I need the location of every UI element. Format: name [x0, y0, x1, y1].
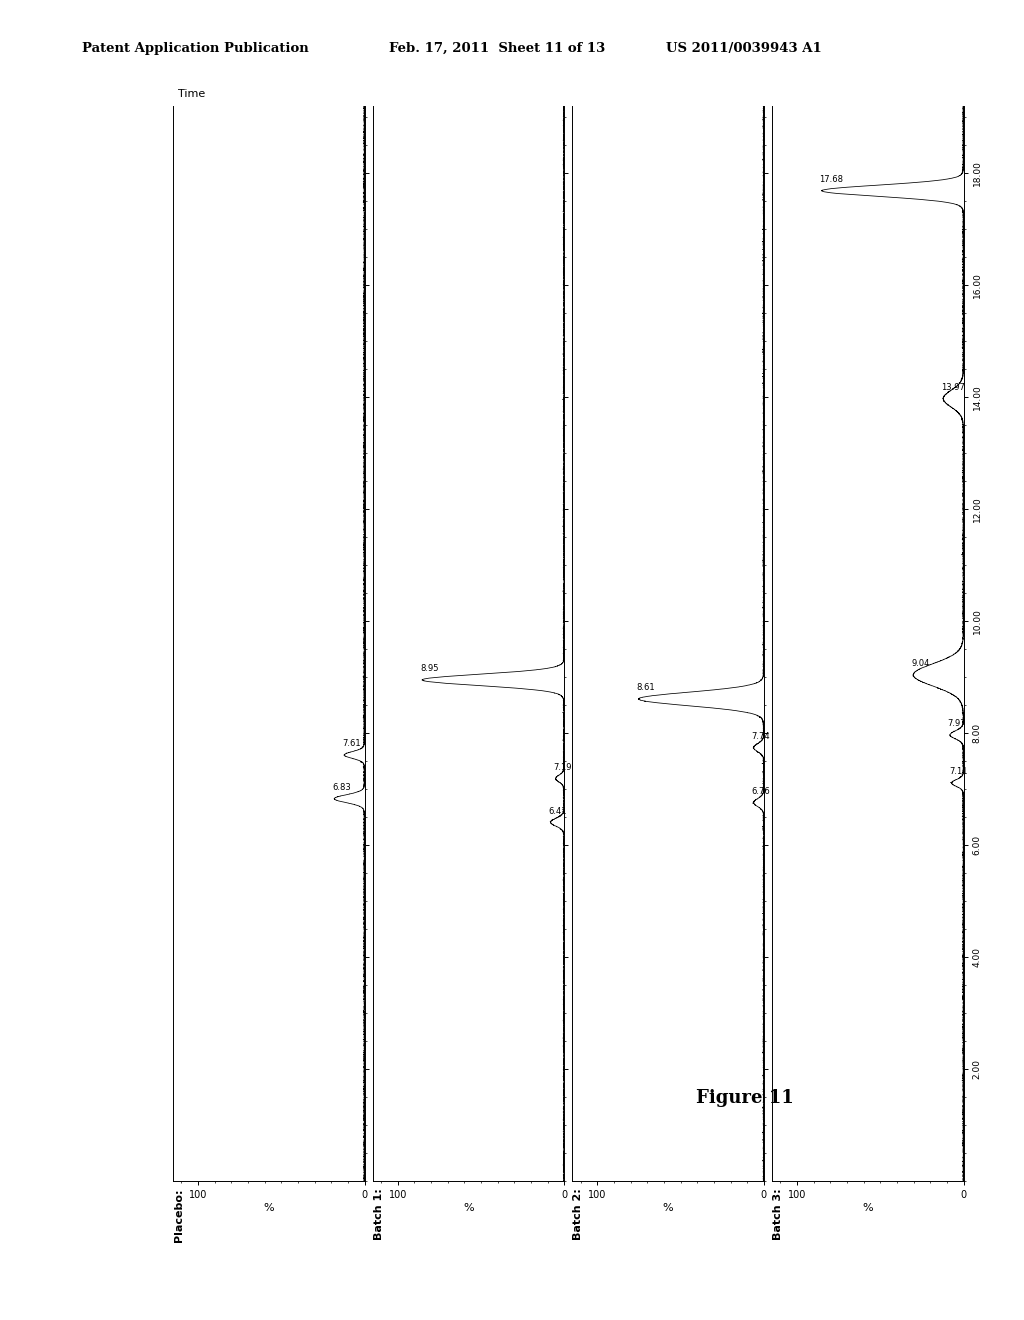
X-axis label: %: %: [263, 1204, 274, 1213]
Text: 7.61: 7.61: [342, 739, 360, 748]
Text: 6.76: 6.76: [752, 787, 770, 796]
Text: Batch 1:: Batch 1:: [374, 1188, 384, 1239]
Text: 7.74: 7.74: [752, 733, 770, 741]
Text: Batch 3:: Batch 3:: [773, 1188, 783, 1239]
X-axis label: %: %: [463, 1204, 474, 1213]
X-axis label: %: %: [862, 1204, 873, 1213]
X-axis label: %: %: [663, 1204, 674, 1213]
Text: 7.11: 7.11: [949, 767, 968, 776]
Text: 9.04: 9.04: [911, 659, 930, 668]
Text: Feb. 17, 2011  Sheet 11 of 13: Feb. 17, 2011 Sheet 11 of 13: [389, 42, 605, 55]
Text: 17.68: 17.68: [819, 176, 844, 183]
Text: 6.83: 6.83: [332, 783, 351, 792]
Text: US 2011/0039943 A1: US 2011/0039943 A1: [666, 42, 821, 55]
Text: 13.97: 13.97: [941, 383, 965, 392]
Text: 8.61: 8.61: [637, 684, 655, 692]
Text: 7.97: 7.97: [948, 719, 967, 729]
Text: 6.41: 6.41: [549, 807, 567, 816]
Text: Patent Application Publication: Patent Application Publication: [82, 42, 308, 55]
Text: Placebo:: Placebo:: [174, 1188, 184, 1242]
Text: Batch 2:: Batch 2:: [573, 1188, 584, 1239]
Text: 7.19: 7.19: [553, 763, 571, 772]
Text: 8.95: 8.95: [420, 664, 438, 673]
Text: Figure 11: Figure 11: [696, 1089, 794, 1107]
Text: Time: Time: [178, 88, 206, 99]
